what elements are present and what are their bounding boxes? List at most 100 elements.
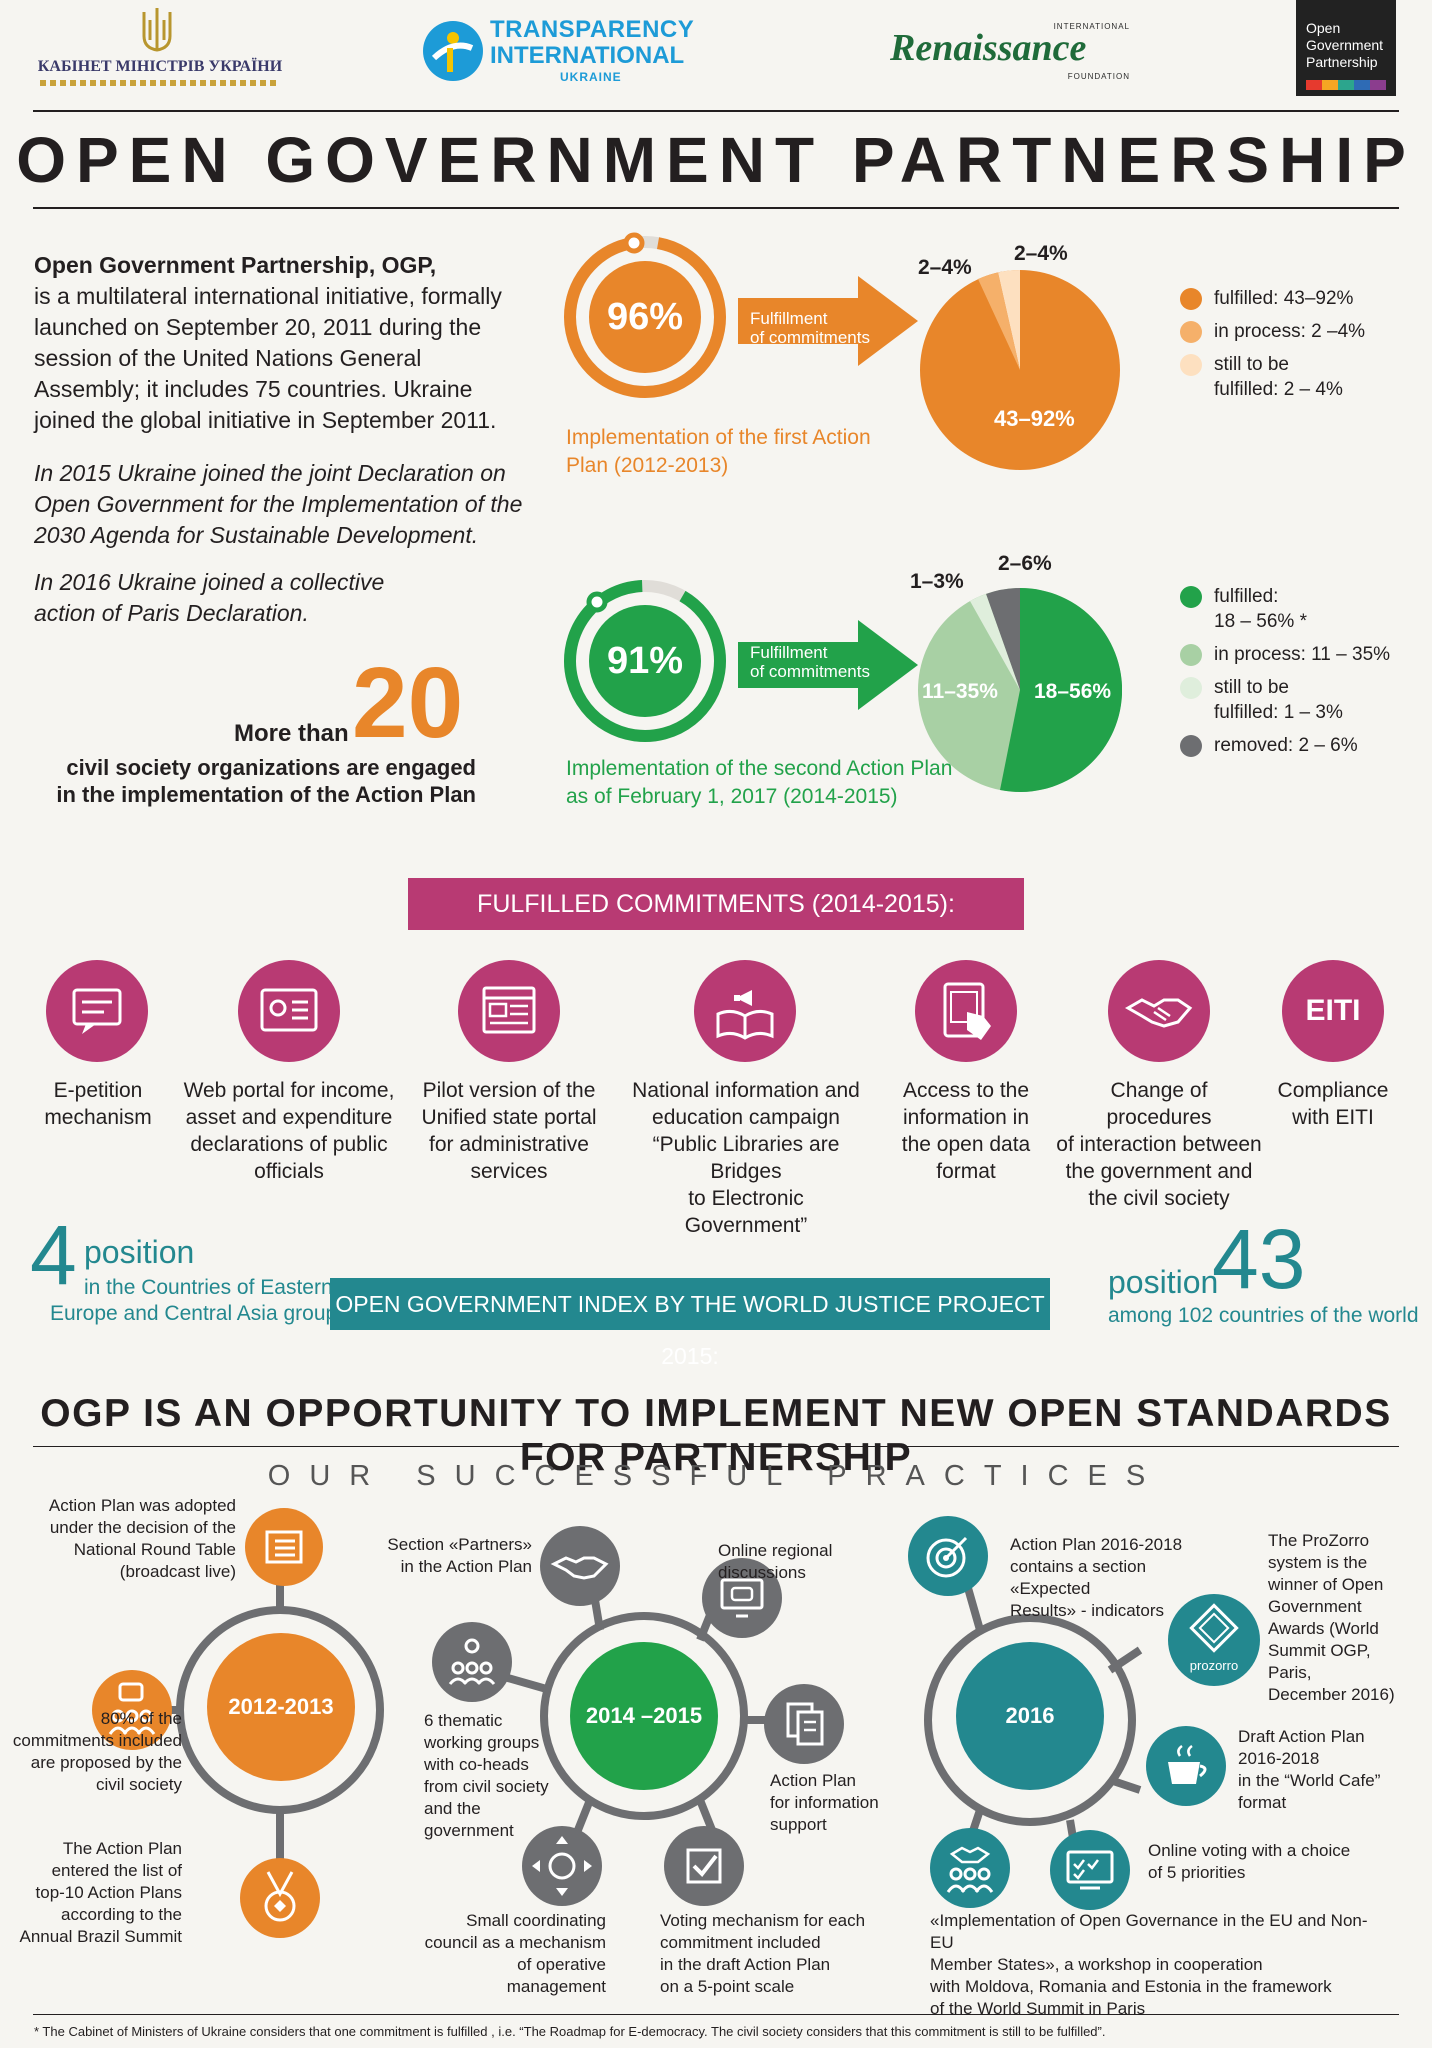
trident-emblem-icon: [142, 8, 172, 52]
commitment-icon-circle: [694, 960, 796, 1062]
p2014-node-council: [522, 1826, 602, 1906]
line: system is the: [1268, 1553, 1368, 1572]
page-title: OPEN GOVERNMENT PARTNERSHIP: [16, 124, 1416, 196]
line: Draft Action Plan: [1238, 1727, 1365, 1746]
commitment-icon-circle: [458, 960, 560, 1062]
legend-line: fulfilled:: [1214, 586, 1279, 607]
tablet-touch-icon: [943, 982, 991, 1040]
commitment-label: Compliance with EITI: [1248, 1077, 1418, 1131]
line: Member States», a workshop in cooperatio…: [930, 1955, 1263, 1974]
plan2-pie: [918, 588, 1122, 792]
line: 2016-2018: [1238, 1749, 1320, 1768]
line: Small coordinating: [466, 1911, 606, 1930]
plan1-caption-l1: Implementation of the first Action: [566, 426, 871, 449]
line: in the “World Cafe”: [1238, 1771, 1381, 1790]
line: Voting mechanism for each: [660, 1911, 866, 1930]
label-line: E-petition: [53, 1079, 143, 1102]
p2014-node-groups: [432, 1622, 512, 1702]
label-line: Change of procedures: [1106, 1079, 1212, 1129]
footnote-rule: [33, 2014, 1399, 2015]
plan2-caption-l2: as of February 1, 2017 (2014-2015): [566, 785, 898, 808]
line: with Moldova, Romania and Estonia in the…: [930, 1977, 1332, 1996]
p2014-text-5: Small coordinating council as a mechanism…: [420, 1910, 606, 1998]
label-line: to Electronic Government”: [684, 1187, 808, 1237]
legend-text: fulfilled: 43–92%: [1214, 288, 1354, 309]
eiti-text: EITI: [1305, 994, 1361, 1027]
line: under the decision of the: [49, 1518, 236, 1537]
id-card-icon: [260, 988, 318, 1032]
index-left-l1: in the Countries of Eastern: [84, 1276, 333, 1299]
line: civil society: [96, 1775, 182, 1794]
ornament-divider: [40, 80, 280, 86]
label-line: Access to the: [902, 1079, 1030, 1102]
plan2-arrow-l1: Fulfillment: [750, 643, 828, 662]
legend-line: fulfilled: 2 – 4%: [1214, 379, 1343, 400]
cso-more-than: More than: [234, 720, 349, 747]
legend-dot: [1180, 644, 1202, 666]
section-title: OGP IS AN OPPORTUNITY TO IMPLEMENT NEW O…: [40, 1392, 1392, 1479]
commitment-icon-circle: [238, 960, 340, 1062]
plan1-caption-l2: Plan (2012-2013): [566, 454, 729, 477]
legend-line: 18 – 56% *: [1214, 611, 1307, 632]
transparency-international-logo: TRANSPARENCY INTERNATIONAL UKRAINE: [420, 14, 720, 94]
legend-text: fulfilled: 18 – 56% *: [1214, 584, 1307, 634]
browser-window-icon: [482, 986, 536, 1034]
ogp-logo-line3: Partnership: [1306, 54, 1378, 70]
index-right-number: 43: [1212, 1212, 1306, 1306]
medal-icon: [264, 1871, 296, 1922]
legend-dot: [1180, 586, 1202, 608]
p2012-text-1: Action Plan was adopted under the decisio…: [40, 1495, 236, 1583]
intro-bold: Open Government Partnership, OGP,: [34, 252, 437, 278]
commitment-label: National information and education campai…: [626, 1077, 866, 1239]
intro-body: is a multilateral international initiati…: [34, 283, 502, 433]
p2016-text-4: Online voting with a choice of 5 prioriti…: [1148, 1840, 1388, 1884]
line: commitments included: [12, 1731, 182, 1750]
intro-italic-2: In 2016 Ukraine joined a collective acti…: [34, 569, 385, 626]
legend-dot: [1180, 677, 1202, 699]
prozorro-text: prozorro: [1189, 1658, 1239, 1673]
intro-italic-1: In 2015 Ukraine joined the joint Declara…: [34, 460, 523, 548]
plan1-arrow-l1: Fulfillment: [750, 309, 828, 328]
index-left-word: position: [84, 1234, 195, 1270]
p2014-node-discussion: [702, 1558, 782, 1638]
plan1-ring: [564, 232, 726, 398]
title-rule-bottom: [33, 207, 1399, 209]
cso-number: 20: [352, 647, 464, 759]
label-line: the open data: [901, 1133, 1031, 1156]
line: December 2016): [1268, 1685, 1395, 1704]
commitment-icon-circle: [915, 960, 1017, 1062]
p2016-node-cafe: [1146, 1726, 1226, 1806]
commitment-label: Web portal for income, asset and expendit…: [176, 1077, 402, 1185]
label-line: the government and: [1065, 1160, 1253, 1183]
plan2-arrow: [738, 620, 918, 710]
index-left-l2: Europe and Central Asia group: [50, 1302, 338, 1325]
legend-dot: [1180, 735, 1202, 757]
line: Summit OGP, Paris,: [1268, 1641, 1371, 1682]
title-rule-top: [33, 110, 1399, 112]
index-banner: OPEN GOVERNMENT INDEX BY THE WORLD JUSTI…: [330, 1278, 1050, 1369]
line: «Implementation of Open Governance in th…: [930, 1911, 1368, 1952]
line: commitment included: [660, 1933, 821, 1952]
p2014-text-1: Section «Partners» in the Action Plan: [364, 1534, 532, 1578]
legend-dot: [1180, 321, 1202, 343]
plan2-legend-process: in process: 11 – 35%: [1180, 642, 1410, 667]
ren-top: INTERNATIONAL: [1053, 22, 1130, 31]
line: management: [506, 1977, 606, 1996]
line: format: [1238, 1793, 1287, 1812]
working-group-icon: [448, 1638, 496, 1685]
label-line: the civil society: [1088, 1187, 1230, 1210]
legend-text: removed: 2 – 6%: [1214, 735, 1358, 756]
line: working groups: [424, 1733, 540, 1752]
ti-line3: UKRAINE: [560, 70, 622, 84]
label-line: “Public Libraries are Bridges: [652, 1133, 840, 1183]
cso-line2: in the implementation of the Action Plan: [56, 782, 476, 807]
p2014-hub: 2014 –2015: [570, 1642, 718, 1790]
eiti-icon: EITI: [1282, 960, 1384, 1062]
p2014-text-4: Action Plan for information support: [770, 1770, 910, 1836]
label-line: Unified state portal: [421, 1106, 597, 1129]
p2016-node-voting: [1050, 1830, 1130, 1910]
label-line: information in: [902, 1106, 1030, 1129]
commitment-label: Access to the information in the open data…: [876, 1077, 1056, 1185]
p2016-text-2: The ProZorro system is the winner of Open G…: [1268, 1530, 1418, 1706]
ti-line2: INTERNATIONAL: [490, 42, 685, 69]
